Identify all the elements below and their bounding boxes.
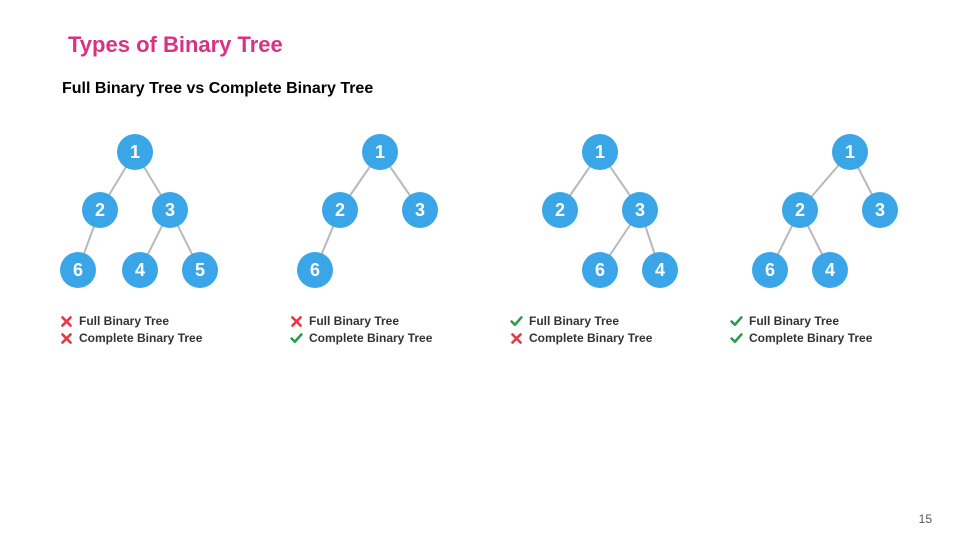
tree-node: 4 bbox=[812, 252, 848, 288]
tree-node: 4 bbox=[122, 252, 158, 288]
cross-icon bbox=[60, 315, 73, 328]
status-label: Full Binary Tree bbox=[749, 314, 839, 328]
tree-svg: 1 2 3 6 bbox=[290, 130, 470, 300]
tree-node-label: 4 bbox=[825, 260, 835, 280]
tree-panel: 1 2 3 6 4 Full Binary Tree Complete Binary Tre… bbox=[510, 130, 690, 348]
tree-node-label: 6 bbox=[765, 260, 775, 280]
tree-node: 3 bbox=[862, 192, 898, 228]
tree-node: 2 bbox=[782, 192, 818, 228]
tree-node-label: 6 bbox=[595, 260, 605, 280]
tree-panel: 1 2 3 6 Full Binary Tree Complete Binary Tree bbox=[290, 130, 470, 348]
status-block: Full Binary Tree Complete Binary Tree bbox=[510, 314, 690, 345]
tree-node-label: 6 bbox=[310, 260, 320, 280]
tree-node-label: 3 bbox=[415, 200, 425, 220]
tree-node: 6 bbox=[60, 252, 96, 288]
status-block: Full Binary Tree Complete Binary Tree bbox=[290, 314, 470, 345]
status-row: Full Binary Tree bbox=[730, 314, 910, 328]
status-block: Full Binary Tree Complete Binary Tree bbox=[60, 314, 250, 345]
tree-node: 1 bbox=[582, 134, 618, 170]
tree-svg: 1 2 3 6 4 bbox=[730, 130, 910, 300]
status-row: Full Binary Tree bbox=[510, 314, 690, 328]
page-subtitle: Full Binary Tree vs Complete Binary Tree bbox=[62, 80, 373, 98]
status-block: Full Binary Tree Complete Binary Tree bbox=[730, 314, 910, 345]
tree-svg: 1 2 3 6 4 bbox=[510, 130, 690, 300]
tree-node-label: 3 bbox=[635, 200, 645, 220]
tree-node-label: 5 bbox=[195, 260, 205, 280]
tree-node-label: 1 bbox=[845, 142, 855, 162]
status-label: Complete Binary Tree bbox=[309, 331, 432, 345]
tree-panel: 1 2 3 6 4 5 Full Binary Tree Complete Binary Tr… bbox=[60, 130, 250, 348]
tree-node-label: 1 bbox=[595, 142, 605, 162]
tree-node-label: 2 bbox=[555, 200, 565, 220]
tree-node: 6 bbox=[297, 252, 333, 288]
check-icon bbox=[290, 332, 303, 345]
status-label: Full Binary Tree bbox=[309, 314, 399, 328]
tree-node: 3 bbox=[152, 192, 188, 228]
tree-node: 2 bbox=[322, 192, 358, 228]
tree-node-label: 2 bbox=[95, 200, 105, 220]
status-label: Complete Binary Tree bbox=[749, 331, 872, 345]
check-icon bbox=[730, 315, 743, 328]
cross-icon bbox=[60, 332, 73, 345]
status-label: Complete Binary Tree bbox=[79, 331, 202, 345]
tree-node: 3 bbox=[402, 192, 438, 228]
tree-node-label: 3 bbox=[875, 200, 885, 220]
status-row: Full Binary Tree bbox=[60, 314, 250, 328]
tree-node: 6 bbox=[582, 252, 618, 288]
status-row: Complete Binary Tree bbox=[60, 331, 250, 345]
check-icon bbox=[730, 332, 743, 345]
tree-panel: 1 2 3 6 4 Full Binary Tree Complete Binary Tre… bbox=[730, 130, 910, 348]
cross-icon bbox=[290, 315, 303, 328]
status-label: Complete Binary Tree bbox=[529, 331, 652, 345]
status-label: Full Binary Tree bbox=[79, 314, 169, 328]
status-row: Complete Binary Tree bbox=[510, 331, 690, 345]
tree-node: 6 bbox=[752, 252, 788, 288]
tree-node-label: 6 bbox=[73, 260, 83, 280]
tree-node: 1 bbox=[362, 134, 398, 170]
tree-svg: 1 2 3 6 4 5 bbox=[60, 130, 250, 300]
status-label: Full Binary Tree bbox=[529, 314, 619, 328]
cross-icon bbox=[510, 332, 523, 345]
tree-node: 4 bbox=[642, 252, 678, 288]
tree-node: 1 bbox=[117, 134, 153, 170]
tree-node-label: 2 bbox=[795, 200, 805, 220]
trees-container: 1 2 3 6 4 5 Full Binary Tree Complete Binary Tr… bbox=[60, 130, 910, 348]
tree-node: 3 bbox=[622, 192, 658, 228]
tree-node-label: 3 bbox=[165, 200, 175, 220]
tree-node-label: 4 bbox=[655, 260, 665, 280]
tree-node: 2 bbox=[82, 192, 118, 228]
status-row: Complete Binary Tree bbox=[290, 331, 470, 345]
page-title: Types of Binary Tree bbox=[68, 32, 283, 58]
status-row: Complete Binary Tree bbox=[730, 331, 910, 345]
tree-node-label: 2 bbox=[335, 200, 345, 220]
tree-node-label: 4 bbox=[135, 260, 145, 280]
page-number: 15 bbox=[919, 512, 932, 526]
check-icon bbox=[510, 315, 523, 328]
tree-node: 1 bbox=[832, 134, 868, 170]
tree-node-label: 1 bbox=[375, 142, 385, 162]
status-row: Full Binary Tree bbox=[290, 314, 470, 328]
tree-node: 2 bbox=[542, 192, 578, 228]
tree-node-label: 1 bbox=[130, 142, 140, 162]
tree-node: 5 bbox=[182, 252, 218, 288]
